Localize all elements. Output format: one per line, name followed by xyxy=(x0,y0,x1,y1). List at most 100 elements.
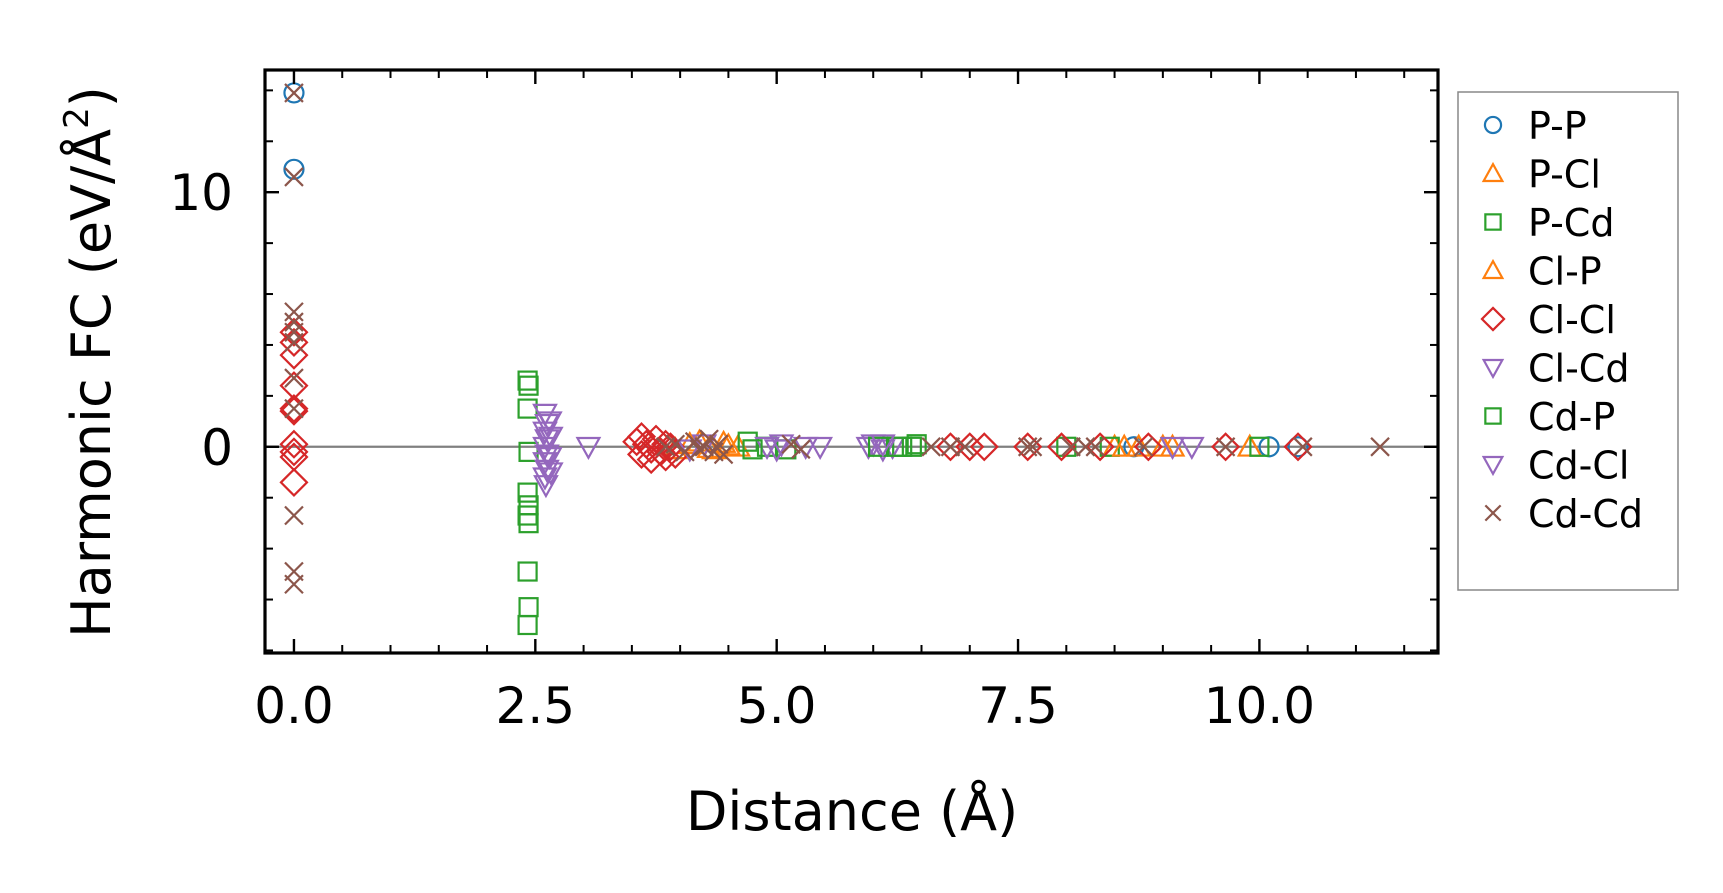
legend-label-cl-cl: Cl-Cl xyxy=(1528,298,1616,342)
data-point-cl-cl xyxy=(279,437,309,467)
data-point-p-cl xyxy=(710,429,737,453)
y-tick-labels: 0 10 xyxy=(169,164,233,477)
data-point-cd-cd xyxy=(284,332,304,353)
data-point-cl-cl xyxy=(626,422,657,452)
data-point-cd-cd xyxy=(1370,437,1390,457)
data-point-cd-cd xyxy=(940,437,961,457)
x-tick-label: 0.0 xyxy=(254,677,334,735)
data-point-cl-cd xyxy=(534,429,560,453)
legend-label-cd-cd: Cd-Cd xyxy=(1528,492,1643,536)
data-point-cd-cd xyxy=(955,437,975,457)
data-point-p-cd xyxy=(518,597,539,618)
data-point-cd-p xyxy=(742,439,763,460)
data-point-p-cd xyxy=(518,495,539,516)
data-point-cd-cl xyxy=(537,462,564,486)
data-point-cd-cd xyxy=(284,368,304,388)
legend-marker-cl-p xyxy=(1481,258,1505,280)
data-point-cl-cl xyxy=(279,467,309,497)
y-axis-label-close: ) xyxy=(60,86,123,107)
legend-marker-cd-cd xyxy=(1484,504,1502,522)
series-p-p xyxy=(283,82,1309,458)
data-point-cd-cl xyxy=(536,411,563,435)
data-point-p-cd xyxy=(517,398,538,419)
y-tick-label: 0 xyxy=(201,419,233,477)
data-point-cd-cd xyxy=(284,505,304,526)
data-point-cd-cd xyxy=(284,574,304,595)
axis-ticks xyxy=(265,70,1438,653)
legend-label-cd-cl: Cd-Cl xyxy=(1528,444,1629,488)
legend-marker-cd-p xyxy=(1484,407,1502,425)
data-point-cd-cl xyxy=(870,434,896,458)
data-point-cd-cd xyxy=(665,434,686,455)
x-tick-labels: 0.0 2.5 5.0 7.5 10.0 xyxy=(254,677,1315,735)
legend-marker-cl-cl xyxy=(1480,306,1506,332)
x-tick-label: 2.5 xyxy=(496,677,576,735)
x-tick-label: 7.5 xyxy=(978,677,1058,735)
legend-marker-p-cl xyxy=(1481,161,1505,183)
data-point-cd-cl xyxy=(763,439,790,463)
data-point-cd-cd xyxy=(284,167,304,187)
data-point-cd-cl xyxy=(1159,436,1186,461)
legend-label-cl-cd: Cl-Cd xyxy=(1528,347,1629,391)
data-point-cd-cd xyxy=(284,398,304,419)
data-point-cd-cd xyxy=(284,83,304,103)
data-point-p-cd xyxy=(518,375,539,396)
data-point-cd-cl xyxy=(536,447,563,471)
data-point-cd-cd xyxy=(284,312,304,332)
x-axis-label: Distance (Å) xyxy=(686,779,1018,843)
data-point-p-cd xyxy=(906,434,927,455)
data-point-p-p xyxy=(1287,436,1309,458)
data-point-cl-p xyxy=(1111,433,1138,457)
data-point-cd-cd xyxy=(1017,437,1038,457)
data-point-cd-cl xyxy=(537,426,564,450)
data-point-cl-cl xyxy=(279,317,309,347)
plot-frame xyxy=(263,68,1440,655)
data-point-cl-cl xyxy=(279,327,309,357)
data-point-cd-cd xyxy=(1061,437,1081,457)
data-point-cd-cd xyxy=(713,444,734,465)
data-point-cl-cl xyxy=(1211,432,1241,462)
legend-label-cl-p: Cl-P xyxy=(1528,250,1602,294)
data-point-p-cd xyxy=(1249,436,1270,457)
data-point-cd-cd xyxy=(1085,437,1106,457)
y-tick-label: 10 xyxy=(169,164,233,222)
series-cl-cl xyxy=(279,317,1313,497)
data-point-cl-cd xyxy=(575,436,602,461)
data-point-p-cd xyxy=(517,482,538,503)
data-point-p-p xyxy=(283,158,305,180)
data-point-cd-cd xyxy=(791,439,811,460)
data-point-p-cd xyxy=(737,431,758,452)
data-point-cd-cd xyxy=(1215,437,1236,457)
data-point-cl-cd xyxy=(532,467,558,491)
data-point-p-cd xyxy=(517,505,538,526)
data-point-cd-cd xyxy=(1075,437,1096,457)
data-point-cl-cl xyxy=(279,394,309,424)
data-point-p-cd xyxy=(518,441,539,462)
data-point-cl-cl xyxy=(1046,432,1077,462)
y-axis-label-superscript: 2 xyxy=(57,107,97,129)
data-point-cd-cd xyxy=(781,434,801,455)
data-point-cl-cl xyxy=(636,444,666,475)
data-point-cd-cd xyxy=(708,434,729,455)
data-point-p-cd xyxy=(517,614,538,636)
data-points xyxy=(279,82,1390,636)
data-point-cd-cd xyxy=(1133,437,1154,457)
data-point-cl-cd xyxy=(534,413,560,438)
legend-label-cd-p: Cd-P xyxy=(1528,395,1615,439)
legend-marker-p-cd xyxy=(1484,213,1502,231)
legend-box xyxy=(1457,91,1679,591)
legend-marker-p-p xyxy=(1483,115,1503,135)
data-point-cl-cd xyxy=(807,436,833,461)
data-point-cl-cl xyxy=(969,432,999,462)
data-point-cd-p xyxy=(901,436,922,457)
series-p-cd xyxy=(517,370,1270,636)
data-point-cd-cd xyxy=(284,302,304,322)
y-axis-label-main: Harmonic FC (eV/Å xyxy=(59,129,123,638)
y-axis-label: Harmonic FC (eV/Å2) xyxy=(57,86,123,638)
data-point-cd-cd xyxy=(1293,437,1313,457)
x-tick-label: 10.0 xyxy=(1204,677,1315,735)
legend-label-p-cd: P-Cd xyxy=(1528,201,1614,245)
legend-label-p-cl: P-Cl xyxy=(1528,153,1601,197)
